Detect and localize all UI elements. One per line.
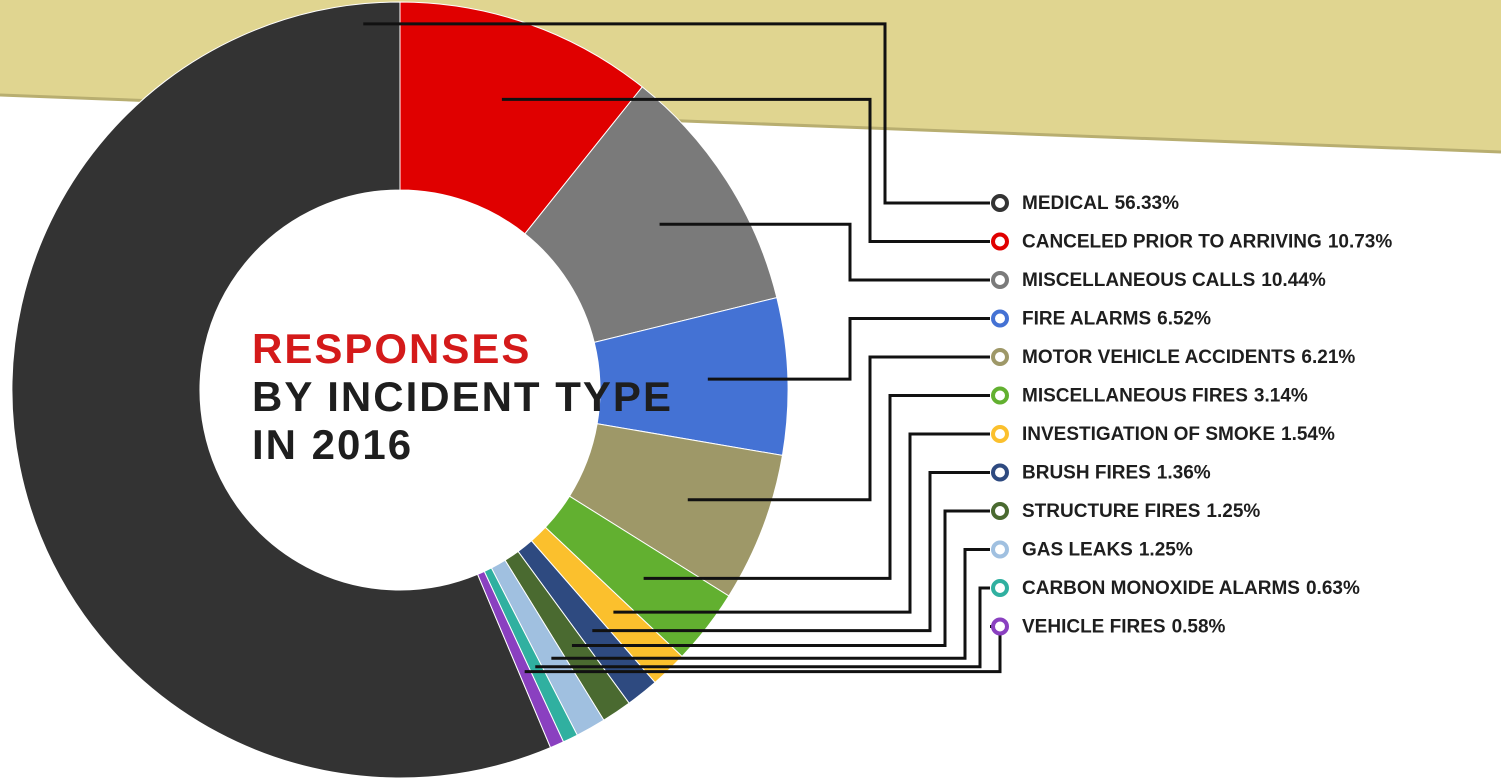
title-line: IN 2016	[252, 421, 413, 468]
legend-category: INVESTIGATION OF SMOKE	[1022, 424, 1275, 445]
legend-value: 0.63%	[1306, 578, 1360, 599]
legend-category: FIRE ALARMS	[1022, 309, 1151, 330]
legend-value: 10.44%	[1261, 270, 1326, 291]
legend-marker	[993, 427, 1007, 441]
title-line: RESPONSES	[252, 325, 531, 372]
legend-marker	[993, 273, 1007, 287]
legend-category: STRUCTURE FIRES	[1022, 501, 1200, 522]
legend-category: CARBON MONOXIDE ALARMS	[1022, 578, 1300, 599]
legend-category: CANCELED PRIOR TO ARRIVING	[1022, 232, 1322, 253]
legend-value: 1.25%	[1206, 501, 1260, 522]
legend-label: INVESTIGATION OF SMOKE 1.54%	[1022, 424, 1335, 445]
legend-marker	[993, 620, 1007, 634]
legend-category: MEDICAL	[1022, 193, 1109, 214]
legend-value: 0.58%	[1172, 617, 1226, 638]
legend-marker	[993, 504, 1007, 518]
legend-category: MISCELLANEOUS FIRES	[1022, 386, 1248, 407]
legend-label: STRUCTURE FIRES 1.25%	[1022, 501, 1260, 522]
legend-label: CARBON MONOXIDE ALARMS 0.63%	[1022, 578, 1360, 599]
legend-label: BRUSH FIRES 1.36%	[1022, 463, 1211, 484]
legend-marker	[993, 196, 1007, 210]
legend-label: CANCELED PRIOR TO ARRIVING 10.73%	[1022, 232, 1392, 253]
legend-label: FIRE ALARMS 6.52%	[1022, 309, 1211, 330]
title-line: BY INCIDENT TYPE	[252, 373, 673, 420]
legend-category: BRUSH FIRES	[1022, 463, 1151, 484]
legend-label: MISCELLANEOUS FIRES 3.14%	[1022, 386, 1308, 407]
legend-value: 6.52%	[1157, 309, 1211, 330]
legend-label: MEDICAL 56.33%	[1022, 193, 1179, 214]
legend-value: 6.21%	[1301, 347, 1355, 368]
legend-label: MOTOR VEHICLE ACCIDENTS 6.21%	[1022, 347, 1355, 368]
legend-value: 1.25%	[1139, 540, 1193, 561]
legend-marker	[993, 543, 1007, 557]
legend-value: 1.54%	[1281, 424, 1335, 445]
legend-marker	[993, 466, 1007, 480]
legend-label: VEHICLE FIRES 0.58%	[1022, 617, 1226, 638]
legend-marker	[993, 235, 1007, 249]
legend-marker	[993, 389, 1007, 403]
legend-category: MOTOR VEHICLE ACCIDENTS	[1022, 347, 1295, 368]
legend-category: MISCELLANEOUS CALLS	[1022, 270, 1255, 291]
legend-marker	[993, 581, 1007, 595]
legend-category: VEHICLE FIRES	[1022, 617, 1166, 638]
legend-marker	[993, 312, 1007, 326]
legend-value: 10.73%	[1328, 232, 1393, 253]
legend-value: 56.33%	[1115, 193, 1180, 214]
legend-marker	[993, 350, 1007, 364]
legend-label: GAS LEAKS 1.25%	[1022, 540, 1193, 561]
legend-value: 1.36%	[1157, 463, 1211, 484]
legend-label: MISCELLANEOUS CALLS 10.44%	[1022, 270, 1326, 291]
legend-category: GAS LEAKS	[1022, 540, 1133, 561]
legend-value: 3.14%	[1254, 386, 1308, 407]
legend: MEDICAL 56.33% CANCELED PRIOR TO ARRIVING 1…	[993, 193, 1392, 638]
infographic: MEDICAL 56.33% CANCELED PRIOR TO ARRIVING 1…	[0, 0, 1501, 781]
